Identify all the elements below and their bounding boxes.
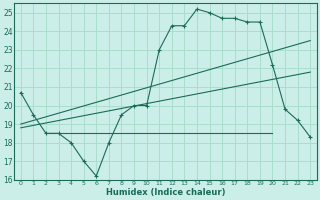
X-axis label: Humidex (Indice chaleur): Humidex (Indice chaleur) [106,188,225,197]
